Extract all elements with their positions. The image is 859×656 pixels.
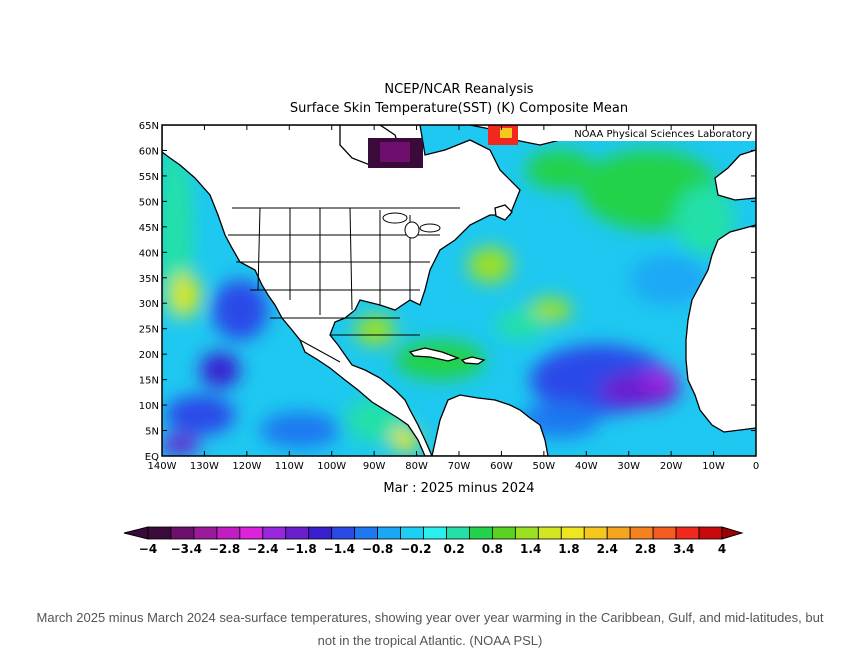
- colorbar-tick-label: 2.4: [597, 542, 618, 556]
- lon-tick-label: 50W: [533, 461, 556, 472]
- lon-tick-label: 130W: [190, 461, 219, 472]
- colorbar-swatch: [331, 526, 356, 540]
- figure-caption: March 2025 minus March 2024 sea-surface …: [36, 610, 824, 648]
- colorbar-swatch: [216, 526, 241, 540]
- colorbar-tick-label: 0.8: [482, 542, 503, 556]
- west-africa-land: [685, 224, 756, 433]
- colorbar-tick-label: −1.4: [324, 542, 355, 556]
- colorbar-swatch: [239, 526, 264, 540]
- hispaniola-land: [460, 356, 486, 365]
- colorbar-tick-label: −3.4: [171, 542, 202, 556]
- colorbar-max-arrow: [721, 526, 744, 540]
- state-borders: [228, 207, 460, 363]
- lon-tick-label: 60W: [490, 461, 513, 472]
- missing-data-hudson-inner: [380, 142, 410, 162]
- colorbar-tick-label: 0.2: [444, 542, 465, 556]
- newfoundland-land: [494, 204, 513, 221]
- colorbar-tick-label: −2.8: [209, 542, 240, 556]
- lon-tick-label: 100W: [317, 461, 346, 472]
- colorbar-min-arrow: [123, 526, 149, 540]
- lat-tick-label: 50N: [139, 197, 159, 208]
- period-label: Mar : 2025 minus 2024: [383, 481, 534, 496]
- sst-anomaly-field: [162, 140, 735, 455]
- lat-tick-label: 25N: [139, 325, 159, 336]
- lon-tick-label: 40W: [575, 461, 598, 472]
- colorbar-swatch: [262, 526, 287, 540]
- lat-tick-label: 45N: [139, 223, 159, 234]
- colorbar-swatch: [652, 526, 677, 540]
- colorbar-swatch: [675, 526, 700, 540]
- lat-tick-label: EQ: [145, 452, 159, 463]
- map-title-line2: Surface Skin Temperature(SST) (K) Compos…: [290, 101, 628, 116]
- colorbar-swatch: [469, 526, 493, 540]
- colorbar-tick-label: 3.4: [673, 542, 694, 556]
- colorbar-swatch: [285, 526, 310, 540]
- colorbar-swatch: [308, 526, 333, 540]
- colorbar-swatch: [629, 526, 654, 540]
- colorbar-swatch: [698, 526, 723, 540]
- lat-tick-label: 35N: [139, 274, 159, 285]
- colorbar-swatch: [560, 526, 585, 540]
- lat-tick-label: 65N: [139, 121, 159, 132]
- sst-anomaly-figure: NCEP/NCAR Reanalysis Surface Skin Temper…: [123, 82, 759, 556]
- lat-tick-label: 55N: [139, 172, 159, 183]
- cuba-land: [408, 347, 461, 362]
- colorbar-tick-label: 1.4: [520, 542, 541, 556]
- colorbar-swatch: [446, 526, 470, 540]
- colorbar-swatch: [491, 526, 516, 540]
- colorbar-tick-label: −0.2: [400, 542, 431, 556]
- lat-tick-label: 10N: [139, 401, 159, 412]
- lat-tick-label: 60N: [139, 146, 159, 157]
- lat-tick-label: 20N: [139, 350, 159, 361]
- lon-tick-label: 20W: [660, 461, 683, 472]
- colorbar-tick-label: −2.4: [247, 542, 278, 556]
- credit-label: NOAA Physical Sciences Laboratory: [574, 129, 752, 140]
- colorbar-tick-label: 2.8: [635, 542, 656, 556]
- inland-lakes: [382, 212, 441, 239]
- longitude-axis: 140W 130W 120W 110W 100W 90W 80W 70W 60W 50W 40W 30…: [148, 125, 759, 472]
- latitude-axis: 65N 60N 55N 50N 45N 40N 35N 30N 25N 20N 15N 10N 5N EQ: [139, 121, 756, 463]
- colorbar-tick-label: 1.8: [558, 542, 579, 556]
- colorbar-swatch: [170, 526, 195, 540]
- map-panel: NOAA Physical Sciences Laboratory: [162, 125, 756, 456]
- colorbar-swatch: [193, 526, 218, 540]
- colorbar-swatch: [354, 526, 379, 540]
- colorbar-swatch: [606, 526, 631, 540]
- lon-tick-label: 80W: [405, 461, 428, 472]
- colorbar-tick-label: 4: [718, 542, 726, 556]
- lat-tick-label: 15N: [139, 376, 159, 387]
- south-america-land: [431, 394, 549, 456]
- colorbar-tick-label: −0.8: [362, 542, 393, 556]
- lon-tick-label: 110W: [275, 461, 304, 472]
- lon-tick-label: 30W: [617, 461, 640, 472]
- iberia-land: [714, 149, 756, 201]
- colorbar-tick-labels: −4 −3.4 −2.8 −2.4 −1.8 −1.4 −0.8 −0.2 0.2 0.8 1.4 1…: [139, 542, 726, 556]
- labrador-warm-patch-2: [500, 128, 512, 138]
- lon-tick-label: 140W: [148, 461, 177, 472]
- colorbar-tick-label: −4: [139, 542, 157, 556]
- colorbar-tick-label: −1.8: [285, 542, 316, 556]
- colorbar-swatch: [423, 526, 447, 540]
- lon-tick-label: 120W: [232, 461, 261, 472]
- lon-tick-label: 10W: [702, 461, 725, 472]
- colorbar-swatch: [514, 526, 539, 540]
- lon-tick-label: 0: [753, 461, 759, 472]
- lon-tick-label: 90W: [363, 461, 386, 472]
- credit-box: [552, 125, 756, 141]
- colorbar-swatch: [147, 526, 172, 540]
- colorbar-swatch: [400, 526, 424, 540]
- lat-tick-label: 40N: [139, 248, 159, 259]
- lat-tick-label: 30N: [139, 299, 159, 310]
- colorbar-swatch: [583, 526, 608, 540]
- lat-tick-label: 5N: [145, 427, 159, 438]
- colorbar-swatch: [537, 526, 562, 540]
- map-title-line1: NCEP/NCAR Reanalysis: [384, 82, 533, 97]
- colorbar: [123, 526, 744, 540]
- colorbar-swatch: [377, 526, 401, 540]
- lon-tick-label: 70W: [448, 461, 471, 472]
